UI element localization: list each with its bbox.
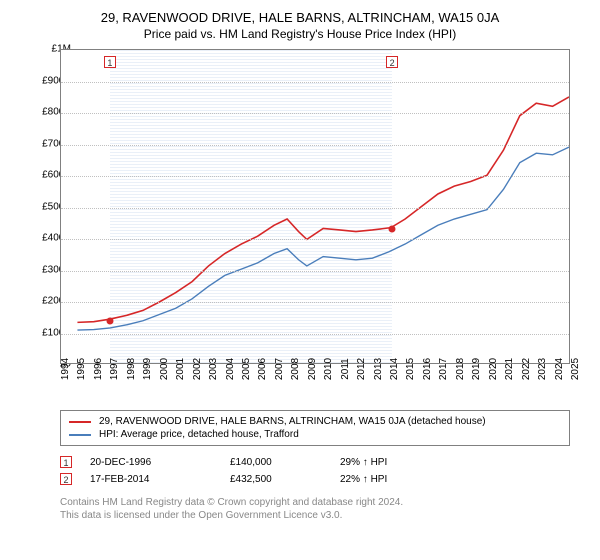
x-tick-label: 2006 (257, 358, 268, 380)
sales-table: 1 20-DEC-1996£140,00029% ↑ HPI 2 17-FEB-201… (60, 454, 570, 488)
footer-line-2: This data is licensed under the Open Gov… (60, 509, 570, 522)
x-tick-label: 2012 (356, 358, 367, 380)
x-tick-label: 2004 (225, 358, 236, 380)
footer-attribution: Contains HM Land Registry data © Crown c… (60, 496, 570, 522)
legend-row-hpi: HPI: Average price, detached house, Traf… (69, 428, 561, 441)
sale-row-2: 2 17-FEB-2014£432,50022% ↑ HPI (60, 471, 570, 488)
x-tick-label: 2001 (175, 358, 186, 380)
x-tick-label: 2005 (241, 358, 252, 380)
x-tick-label: 2011 (340, 358, 351, 380)
sale-marker-1: 1 (104, 56, 116, 68)
x-tick-label: 2022 (521, 358, 532, 380)
sale-dot-2 (389, 225, 396, 232)
sale-hpi-diff: 29% ↑ HPI (340, 457, 570, 468)
x-tick-label: 2018 (455, 358, 466, 380)
sale-dot-1 (106, 317, 113, 324)
x-tick-label: 2014 (389, 358, 400, 380)
sale-marker-2: 2 (386, 56, 398, 68)
chart: £0£100K£200K£300K£400K£500K£600K£700K£80… (60, 49, 585, 404)
legend: 29, RAVENWOOD DRIVE, HALE BARNS, ALTRINC… (60, 410, 570, 446)
x-tick-label: 1994 (60, 358, 71, 380)
x-tick-label: 2017 (438, 358, 449, 380)
x-axis-labels: 1994199519961997199819992000200120022003… (60, 364, 570, 404)
x-tick-label: 2016 (422, 358, 433, 380)
sale-date: 17-FEB-2014 (90, 474, 230, 485)
legend-swatch (69, 421, 91, 423)
sale-row-1: 1 20-DEC-1996£140,00029% ↑ HPI (60, 454, 570, 471)
x-tick-label: 2019 (471, 358, 482, 380)
x-tick-label: 1995 (76, 358, 87, 380)
gridline (61, 208, 569, 209)
gridline (61, 82, 569, 83)
x-tick-label: 2024 (554, 358, 565, 380)
gridline (61, 302, 569, 303)
x-tick-label: 1997 (109, 358, 120, 380)
plot-area: 12 (60, 49, 570, 364)
x-tick-label: 2021 (504, 358, 515, 380)
page-subtitle: Price paid vs. HM Land Registry's House … (15, 27, 585, 41)
x-tick-label: 2013 (373, 358, 384, 380)
sale-price: £432,500 (230, 474, 340, 485)
series-property (77, 97, 569, 322)
x-tick-label: 2023 (537, 358, 548, 380)
x-tick-label: 2003 (208, 358, 219, 380)
gridline (61, 145, 569, 146)
sale-marker-badge: 2 (60, 473, 72, 485)
legend-label: HPI: Average price, detached house, Traf… (99, 429, 299, 440)
x-tick-label: 1999 (142, 358, 153, 380)
gridline (61, 113, 569, 114)
legend-swatch (69, 434, 91, 436)
legend-row-property: 29, RAVENWOOD DRIVE, HALE BARNS, ALTRINC… (69, 415, 561, 428)
footer-line-1: Contains HM Land Registry data © Crown c… (60, 496, 570, 509)
gridline (61, 176, 569, 177)
x-tick-label: 2009 (307, 358, 318, 380)
x-tick-label: 2008 (290, 358, 301, 380)
legend-label: 29, RAVENWOOD DRIVE, HALE BARNS, ALTRINC… (99, 416, 486, 427)
x-tick-label: 2000 (159, 358, 170, 380)
page-title: 29, RAVENWOOD DRIVE, HALE BARNS, ALTRINC… (15, 10, 585, 25)
chart-lines (61, 50, 569, 363)
sale-marker-badge: 1 (60, 456, 72, 468)
x-tick-label: 1996 (93, 358, 104, 380)
sale-price: £140,000 (230, 457, 340, 468)
x-tick-label: 2007 (274, 358, 285, 380)
x-tick-label: 1998 (126, 358, 137, 380)
x-tick-label: 2025 (570, 358, 581, 380)
sale-date: 20-DEC-1996 (90, 457, 230, 468)
x-tick-label: 2010 (323, 358, 334, 380)
x-tick-label: 2020 (488, 358, 499, 380)
gridline (61, 239, 569, 240)
gridline (61, 271, 569, 272)
x-tick-label: 2015 (405, 358, 416, 380)
sale-hpi-diff: 22% ↑ HPI (340, 474, 570, 485)
x-tick-label: 2002 (192, 358, 203, 380)
gridline (61, 334, 569, 335)
